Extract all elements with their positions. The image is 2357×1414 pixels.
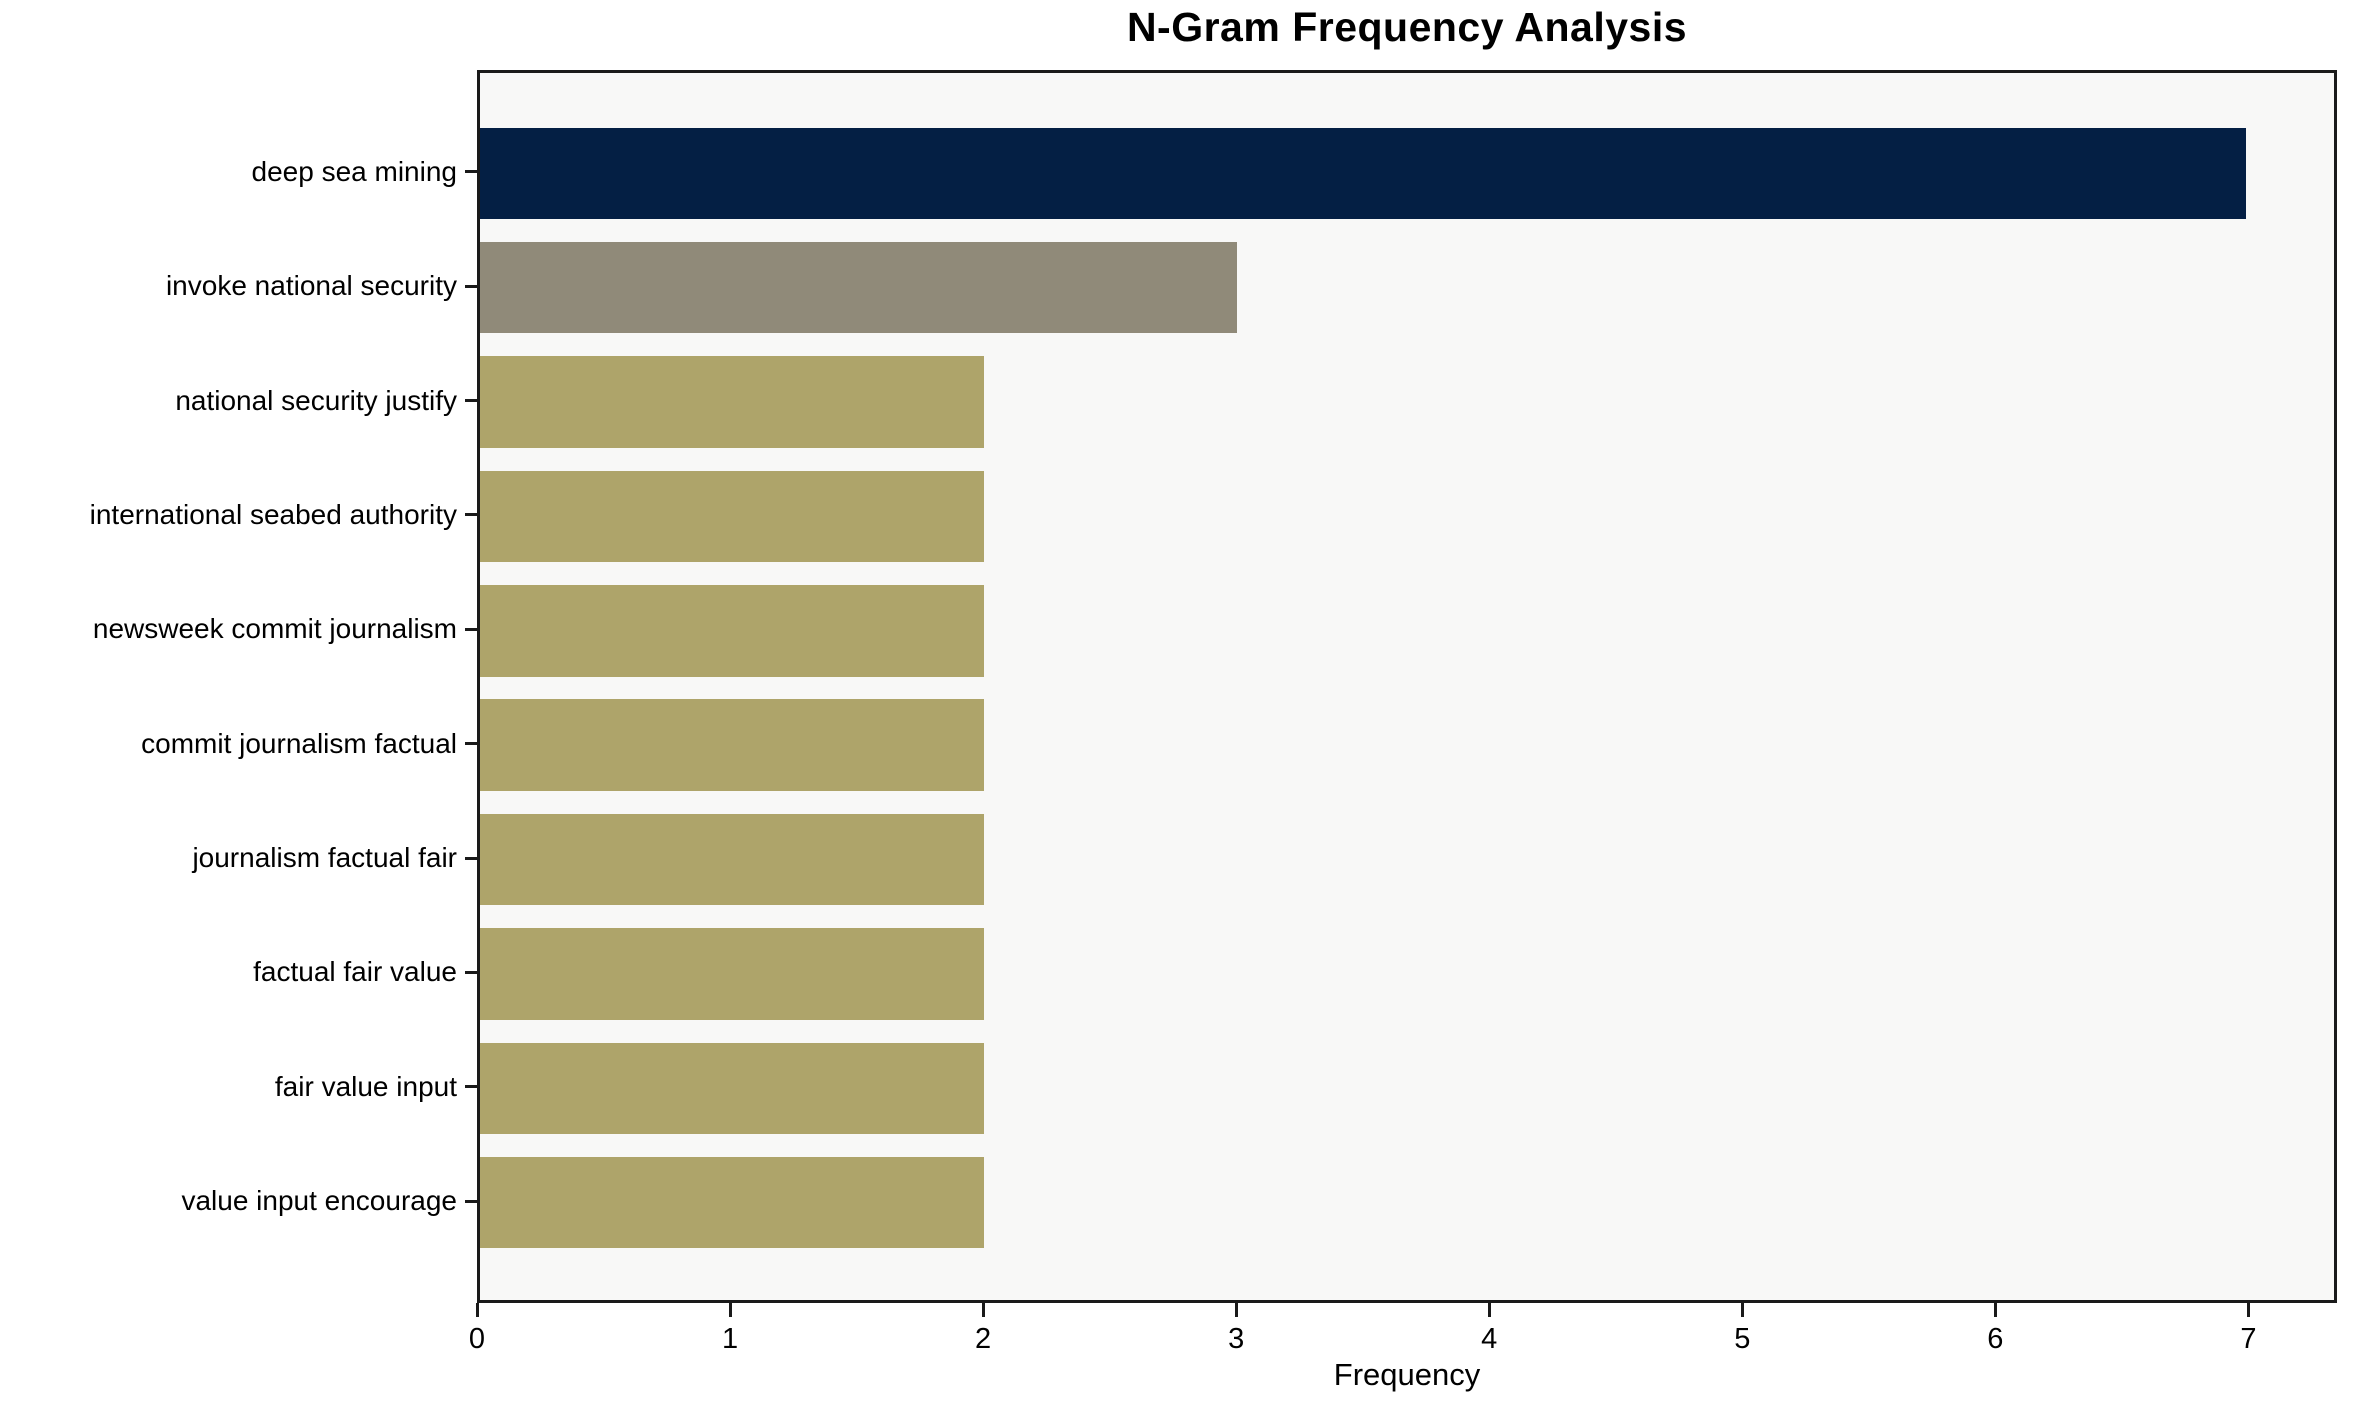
y-tick-mark (465, 1199, 477, 1203)
plot-area (477, 70, 2337, 1303)
chart-title: N-Gram Frequency Analysis (1126, 4, 1688, 50)
x-tick-label: 1 (721, 1323, 739, 1355)
x-tick-mark (728, 1303, 732, 1317)
x-tick-mark (1234, 1303, 1238, 1317)
x-tick-label: 0 (468, 1323, 486, 1355)
bar-commit-journalism-factual (480, 699, 985, 791)
y-tick-label: value input encourage (181, 1185, 457, 1217)
bar-factual-fair-value (480, 928, 985, 1020)
x-tick-mark (475, 1303, 479, 1317)
y-tick-label: fair value input (274, 1070, 457, 1102)
bar-value-input-encourage (480, 1156, 985, 1249)
bar-invoke-national-security (480, 241, 1237, 334)
y-tick-label: journalism factual fair (192, 842, 457, 874)
y-tick-mark (465, 970, 477, 974)
y-tick-mark (465, 1085, 477, 1089)
x-tick-mark (1487, 1303, 1491, 1317)
y-tick-mark (465, 513, 477, 517)
y-tick-label: deep sea mining (251, 155, 457, 187)
x-tick-label: 7 (2240, 1323, 2257, 1355)
x-tick-label: 5 (1734, 1323, 1751, 1355)
y-tick-mark (465, 284, 477, 288)
y-tick-mark (465, 856, 477, 860)
y-tick-mark (465, 627, 477, 631)
y-tick-label: commit journalism factual (141, 727, 457, 759)
y-tick-label: newsweek commit journalism (92, 613, 457, 645)
y-tick-label: international seabed authority (89, 498, 457, 530)
y-tick-label: invoke national security (165, 270, 457, 302)
x-tick-label: 3 (1228, 1323, 1245, 1355)
bar-newsweek-commit-journalism (480, 585, 985, 677)
y-tick-mark (465, 170, 477, 174)
bar-journalism-factual-fair (480, 813, 985, 906)
x-tick-label: 4 (1481, 1323, 1498, 1355)
x-tick-mark (1993, 1303, 1997, 1317)
x-axis-label: Frequency (1333, 1357, 1481, 1392)
y-tick-label: national security justify (175, 384, 457, 416)
x-tick-mark (981, 1303, 985, 1317)
x-tick-label: 2 (975, 1323, 992, 1355)
y-tick-mark (465, 742, 477, 746)
x-tick-mark (2246, 1303, 2250, 1317)
bar-fair-value-input (480, 1042, 985, 1135)
bar-international-seabed-authority (480, 470, 985, 563)
bar-national-security-justify (480, 356, 985, 448)
y-tick-mark (465, 399, 477, 403)
y-tick-label: factual fair value (253, 956, 457, 988)
x-tick-mark (1740, 1303, 1744, 1317)
bar-deep-sea-mining (480, 127, 2246, 220)
x-tick-label: 6 (1987, 1323, 2004, 1355)
